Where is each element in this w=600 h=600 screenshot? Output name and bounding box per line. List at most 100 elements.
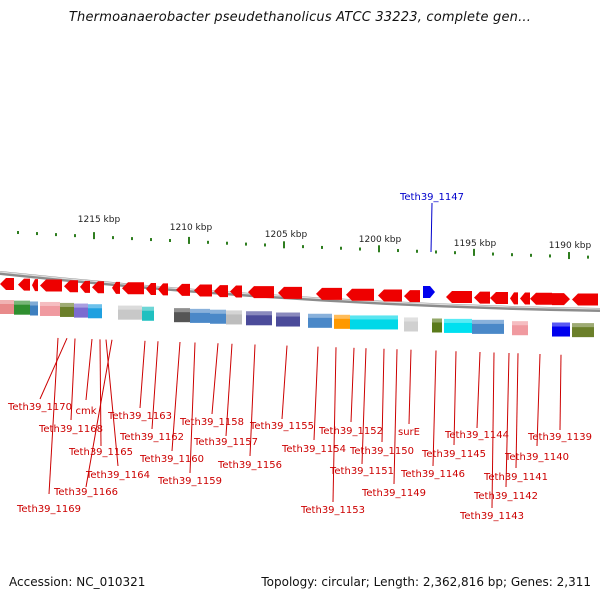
feature-block[interactable] [276,312,300,327]
gene-label-group[interactable]: Teth39_1150 [349,348,414,457]
gene-arrow[interactable] [158,283,168,296]
gene-label-group[interactable]: Teth39_1142 [473,352,538,502]
gene-label-group[interactable]: surE [398,349,420,438]
gene-label-group[interactable]: Teth39_1153 [300,347,365,516]
gene-label[interactable]: Teth39_1159 [157,476,222,487]
feature-block[interactable] [350,315,398,330]
gene-label-group[interactable]: Teth39_1158 [179,343,244,428]
gene-label[interactable]: Teth39_1140 [504,452,569,463]
gene-label-group[interactable]: Teth39_1170 [7,338,72,413]
gene-label-group[interactable]: Teth39_1156 [217,344,282,472]
gene-label-group[interactable]: Teth39_1163 [107,340,172,422]
gene-arrow[interactable] [0,278,14,290]
gene-label[interactable]: Teth39_1141 [483,472,548,483]
gene-arrow[interactable] [552,293,570,306]
gene-arrow[interactable] [176,283,190,296]
gene-label-group[interactable]: Teth39_1155 [249,345,314,432]
gene-label[interactable]: Teth39_1139 [527,432,592,443]
gene-label-group[interactable]: cmk [75,339,97,417]
feature-block[interactable] [142,306,154,321]
gene-arrow[interactable] [64,280,78,293]
feature-block[interactable] [60,302,74,317]
gene-label[interactable]: Teth39_1150 [349,446,414,457]
feature-block[interactable] [0,300,14,314]
gene-label-group[interactable]: Teth39_1149 [361,349,426,499]
gene-label[interactable]: Teth39_1149 [361,488,426,499]
feature-block[interactable] [512,321,528,336]
gene-arrow[interactable] [446,291,472,304]
feature-block[interactable] [572,323,594,338]
feature-block[interactable] [432,318,442,333]
gene-label[interactable]: Teth39_1146 [400,469,465,480]
gene-label-group[interactable]: Teth39_1139 [527,354,592,443]
feature-block[interactable] [190,308,210,323]
gene-label[interactable]: Teth39_1163 [107,411,172,422]
feature-block[interactable] [40,301,60,316]
gene-label[interactable]: Teth39_1165 [68,447,133,458]
highlight-gene-label[interactable]: Teth39_1147 [399,192,464,203]
gene-arrow[interactable] [146,282,156,295]
gene-label-group[interactable]: Teth39_1159 [157,342,222,488]
feature-block[interactable] [30,301,38,316]
gene-label[interactable]: Teth39_1155 [249,421,314,432]
gene-label[interactable]: Teth39_1168 [38,424,103,435]
gene-label-group[interactable]: Teth39_1154 [281,346,346,455]
gene-arrow[interactable] [194,284,212,297]
gene-label-group[interactable]: Teth39_1141 [483,353,548,483]
gene-label[interactable]: Teth39_1143 [459,511,524,522]
gene-label[interactable]: surE [398,427,420,438]
gene-label[interactable]: Teth39_1151 [329,466,394,477]
gene-arrow[interactable] [40,279,62,292]
gene-arrow[interactable] [248,286,274,299]
feature-block[interactable] [210,309,226,324]
gene-arrow[interactable] [520,292,530,305]
gene-arrow[interactable] [490,291,508,304]
feature-block-track[interactable] [0,300,594,338]
gene-label-group[interactable]: Teth39_1146 [400,350,465,480]
gene-label-group[interactable]: Teth39_1162 [119,341,184,443]
gene-arrow[interactable] [474,291,490,304]
gene-arrow[interactable] [316,287,342,300]
gene-label-group[interactable]: Teth39_1144 [444,351,509,441]
gene-label[interactable]: Teth39_1166 [53,487,118,498]
gene-label[interactable]: Teth39_1142 [473,491,538,502]
gene-label-group[interactable]: Teth39_1166 [53,339,118,498]
feature-block[interactable] [74,303,88,318]
feature-block[interactable] [118,305,142,320]
gene-label-group[interactable]: Teth39_1165 [68,339,133,458]
gene-label-group[interactable]: Teth39_1160 [139,341,204,465]
gene-label[interactable]: Teth39_1158 [179,417,244,428]
gene-label-group[interactable]: Teth39_1157 [193,343,258,448]
gene-arrow[interactable] [80,280,90,293]
feature-block[interactable] [404,317,418,332]
gene-arrow[interactable] [18,278,30,291]
gene-arrow[interactable] [530,292,552,305]
gene-arrow[interactable] [122,282,144,295]
gene-label[interactable]: Teth39_1169 [16,504,81,515]
feature-block[interactable] [246,311,272,326]
gene-label[interactable]: Teth39_1156 [217,460,282,471]
gene-label-group[interactable]: Teth39_1140 [504,353,569,463]
gene-arrow[interactable] [230,285,242,298]
feature-block[interactable] [174,308,190,323]
gene-label[interactable]: Teth39_1152 [318,426,383,437]
highlight-gene-marker[interactable] [423,286,435,298]
gene-label[interactable]: Teth39_1164 [85,470,150,481]
gene-label-group[interactable]: Teth39_1143 [459,352,524,522]
feature-block[interactable] [472,319,504,334]
gene-arrow[interactable] [510,292,518,305]
gene-label-group[interactable]: Teth39_1168 [38,338,103,436]
gene-arrow[interactable] [404,290,420,303]
feature-block[interactable] [226,310,242,325]
gene-label-group[interactable]: Teth39_1152 [318,347,383,437]
gene-label[interactable]: Teth39_1153 [300,505,365,516]
gene-arrow[interactable] [346,288,374,301]
gene-label[interactable]: Teth39_1162 [119,432,184,443]
gene-label[interactable]: Teth39_1157 [193,437,258,448]
gene-arrow[interactable] [32,279,38,292]
gene-arrow[interactable] [572,293,598,306]
gene-arrow-track[interactable] [0,278,598,306]
feature-block[interactable] [334,314,350,329]
gene-label-group[interactable]: Teth39_1145 [421,351,486,460]
